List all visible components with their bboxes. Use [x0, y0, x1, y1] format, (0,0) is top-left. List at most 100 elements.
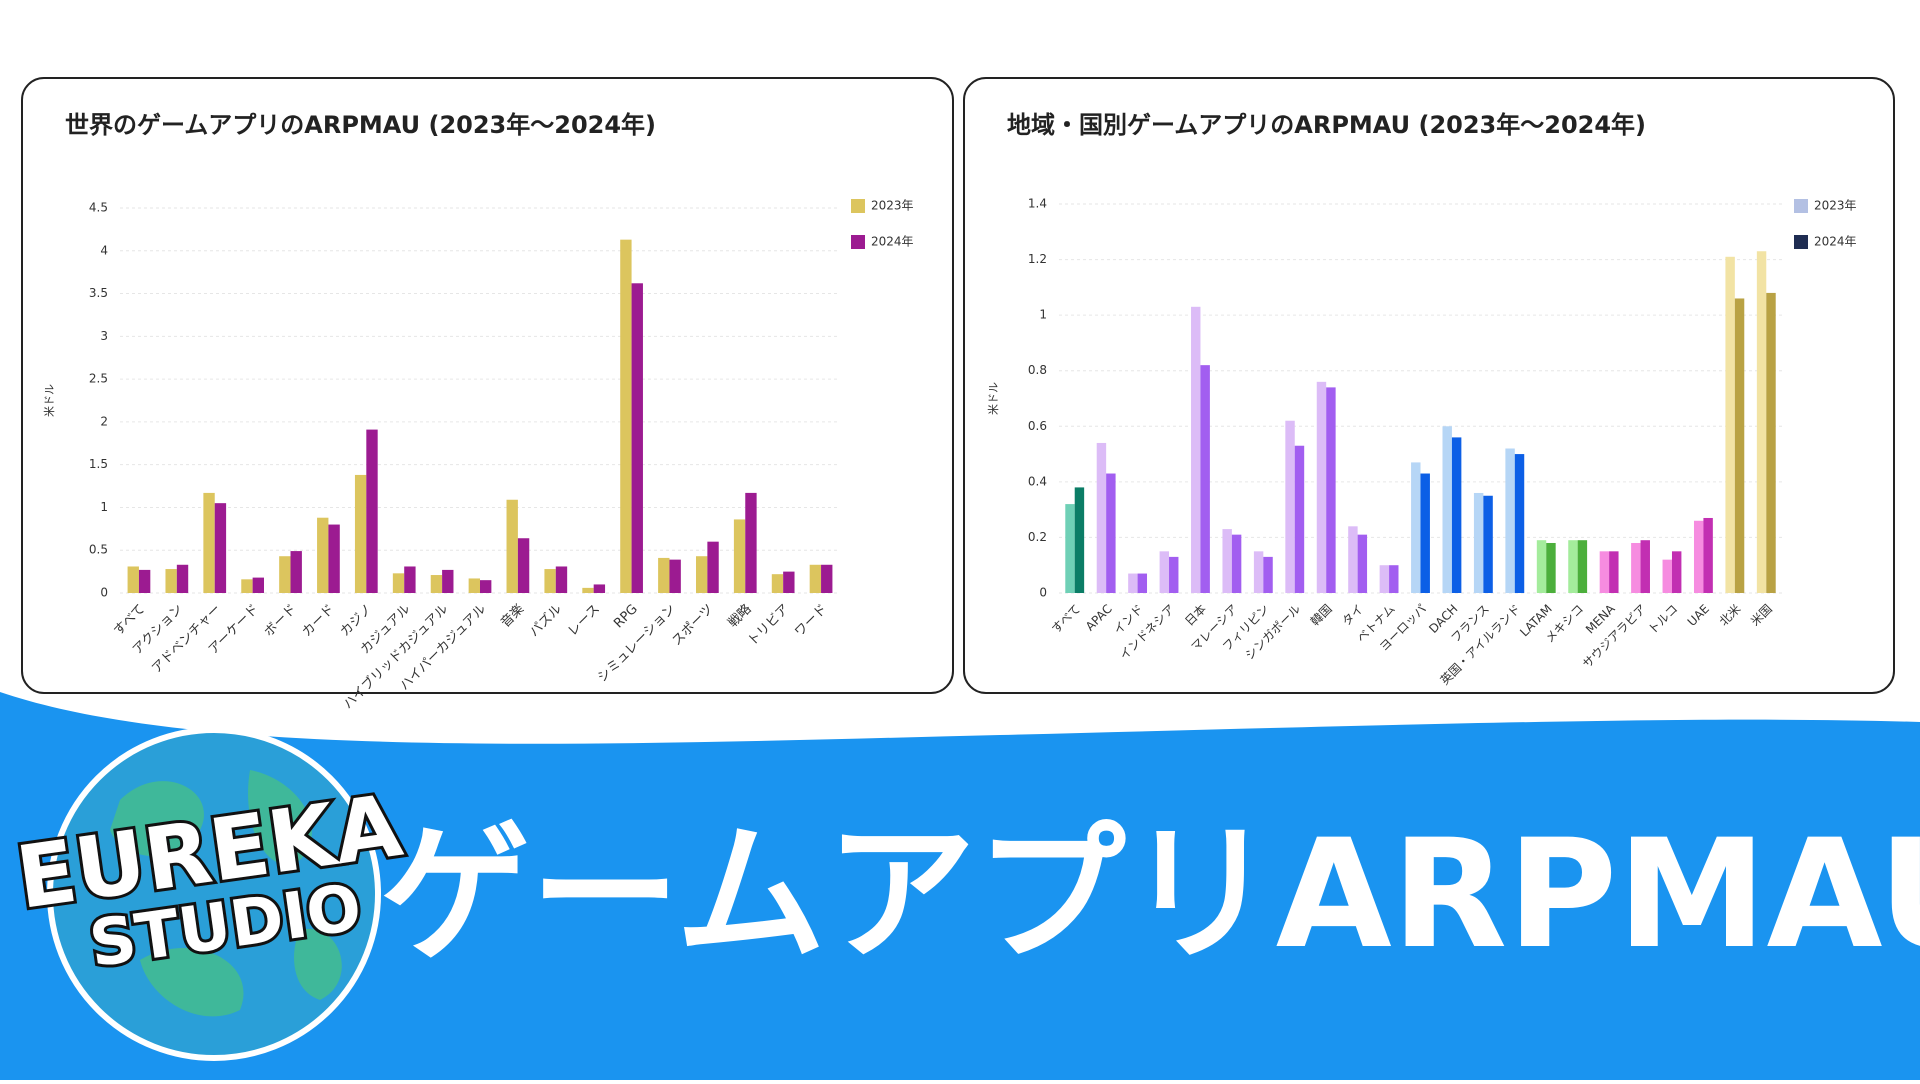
bar: [593, 584, 606, 593]
bar: [631, 283, 643, 593]
banner-band: [0, 692, 1920, 1080]
bar: [1348, 526, 1358, 593]
chart-title: 地域・国別ゲームアプリのARPMAU (2023年〜2024年): [1007, 111, 1646, 139]
bar: [582, 587, 594, 593]
y-tick-label: 0.4: [1028, 474, 1047, 488]
y-tick-label: 1.4: [1028, 197, 1047, 211]
bar: [1420, 473, 1430, 593]
bar: [1536, 540, 1547, 593]
y-tick-label: 3.5: [89, 286, 108, 300]
bar: [1253, 551, 1264, 593]
bar: [354, 474, 367, 593]
bar: [821, 564, 833, 593]
bar: [1514, 454, 1525, 593]
bar: [317, 517, 329, 593]
logo-land: [110, 770, 342, 1017]
y-axis-label: 米ドル: [987, 382, 1000, 415]
bar: [1316, 381, 1327, 593]
y-tick-label: 4: [100, 243, 108, 257]
y-tick-label: 4.5: [89, 201, 108, 215]
bar: [290, 551, 302, 593]
y-tick-label: 0.6: [1028, 419, 1047, 433]
bar: [1473, 492, 1484, 593]
bar: [404, 566, 416, 593]
bar: [1483, 495, 1493, 593]
bar: [1662, 559, 1672, 593]
bar: [1693, 520, 1704, 593]
bar: [214, 503, 227, 593]
bar: [1191, 306, 1201, 593]
bar: [1703, 517, 1713, 593]
bar: [430, 575, 443, 593]
bar: [517, 538, 530, 593]
bar: [127, 566, 139, 593]
bar: [1671, 551, 1682, 593]
bar: [392, 573, 405, 593]
legend-swatch: [1794, 199, 1808, 213]
chart-title: 世界のゲームアプリのARPMAU (2023年〜2024年): [65, 111, 656, 139]
bar: [555, 566, 568, 593]
bar: [1106, 473, 1116, 593]
legend-label: 2024年: [871, 235, 914, 249]
bar: [1137, 573, 1148, 593]
bar: [1640, 540, 1650, 593]
bar: [696, 556, 708, 593]
y-tick-label: 0.8: [1028, 363, 1047, 377]
bar: [1169, 556, 1179, 593]
bar: [1451, 437, 1462, 593]
y-axis-label: 米ドル: [43, 384, 56, 417]
y-tick-label: 1: [1039, 308, 1047, 322]
bar: [1128, 573, 1138, 593]
y-tick-label: 3: [100, 329, 108, 343]
bar: [1609, 551, 1619, 593]
bar: [241, 579, 253, 593]
bar: [1725, 256, 1735, 593]
bar: [783, 571, 795, 593]
y-tick-label: 1.2: [1028, 252, 1047, 266]
bar: [1577, 540, 1588, 593]
bar: [1546, 542, 1556, 593]
y-tick-label: 0.5: [89, 543, 108, 557]
bar: [620, 239, 632, 593]
legend-label: 2023年: [871, 199, 914, 213]
bar: [328, 524, 340, 593]
bar: [1200, 365, 1210, 593]
legend-label: 2024年: [1814, 235, 1857, 249]
bar: [1357, 534, 1368, 593]
legend-swatch: [851, 235, 865, 249]
bar: [366, 429, 378, 593]
bar: [480, 580, 492, 593]
bar: [506, 499, 518, 593]
bar: [138, 569, 151, 593]
bar: [733, 519, 746, 593]
bar: [1599, 551, 1610, 593]
chart-panel: [963, 77, 1895, 694]
banner-title: ゲームアプリARPMAU: [380, 808, 1920, 982]
bar: [1568, 540, 1578, 593]
y-tick-label: 2.5: [89, 372, 108, 386]
bar: [442, 569, 454, 593]
bar: [1411, 462, 1421, 593]
bar: [1263, 556, 1273, 593]
bar: [1505, 448, 1515, 593]
bar: [669, 559, 681, 593]
bar: [1379, 565, 1390, 593]
y-tick-label: 0: [1039, 586, 1047, 600]
y-tick-label: 2: [100, 414, 108, 428]
bar: [1631, 542, 1641, 593]
bar: [658, 557, 670, 593]
bar: [544, 569, 556, 593]
bar: [1294, 445, 1305, 593]
bar: [468, 578, 480, 593]
bar: [1159, 551, 1170, 593]
bar: [771, 574, 784, 593]
bar: [1766, 292, 1776, 593]
bar: [1096, 442, 1107, 593]
bar: [809, 564, 822, 593]
bar: [1222, 529, 1232, 593]
bar: [1734, 298, 1745, 593]
chart-panel: [21, 77, 954, 694]
y-tick-label: 0: [100, 586, 108, 600]
y-tick-label: 0.2: [1028, 530, 1047, 544]
bar: [745, 492, 757, 593]
